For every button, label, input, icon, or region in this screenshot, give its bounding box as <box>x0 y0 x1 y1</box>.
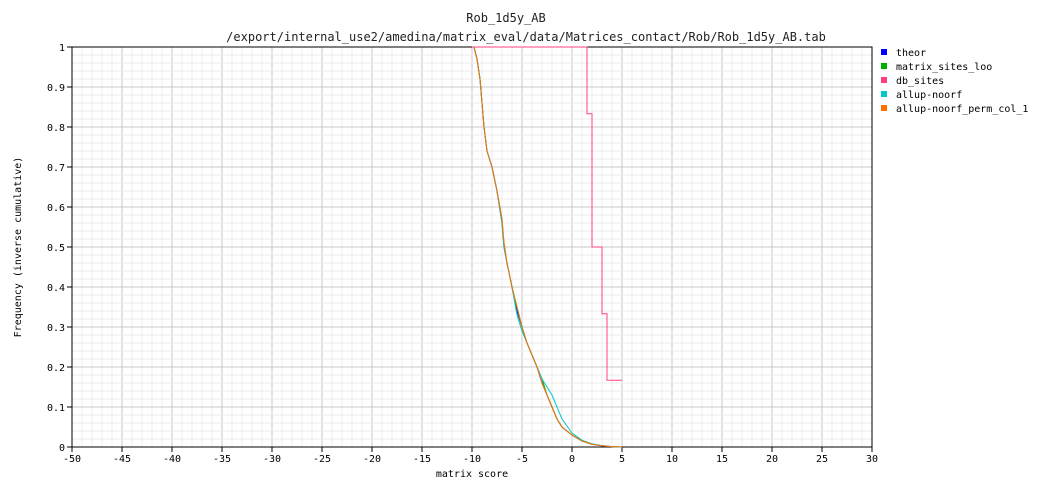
x-tick-label: 0 <box>569 454 575 465</box>
series-line-db_sites <box>472 46 622 381</box>
x-tick-label: -40 <box>163 454 181 465</box>
x-tick-label: -30 <box>263 454 281 465</box>
series-line-allup-noorf_perm_col_1 <box>473 46 623 448</box>
y-tick-label: 0.4 <box>47 283 65 294</box>
y-axis: 0 0.1 0.2 0.3 0.4 0.5 0.6 0.7 0.8 0.9 1 <box>47 43 72 454</box>
legend: theor matrix_sites_loo db_sites allup-noorf… <box>881 48 1028 115</box>
x-axis: -50 -45 -40 -35 -30 -25 -20 -15 -10 -5 0 5 10 15 20 25 3… <box>63 447 878 465</box>
x-tick-label: -20 <box>363 454 381 465</box>
chart-subtitle: /export/internal_use2/amedina/matrix_eva… <box>226 30 826 44</box>
y-tick-label: 0.3 <box>47 323 65 334</box>
y-axis-label: Frequency (inverse cumulative) <box>13 157 24 338</box>
y-tick-label: 0.7 <box>47 163 65 174</box>
legend-entry: matrix_sites_loo <box>896 62 992 73</box>
legend-marker <box>881 63 887 69</box>
legend-entry: db_sites <box>896 76 944 87</box>
y-tick-label: 0.9 <box>47 83 65 94</box>
legend-marker <box>881 91 887 97</box>
legend-entry: allup-noorf_perm_col_1 <box>896 104 1028 115</box>
y-tick-label: 0.6 <box>47 203 65 214</box>
series-lines <box>472 46 623 448</box>
x-tick-label: -5 <box>516 454 528 465</box>
x-tick-label: -15 <box>413 454 431 465</box>
x-tick-label: -45 <box>113 454 131 465</box>
y-tick-label: 0.2 <box>47 363 65 374</box>
legend-marker <box>881 105 887 111</box>
legend-entry: theor <box>896 48 926 59</box>
chart-title: Rob_1d5y_AB <box>466 11 545 25</box>
x-tick-label: 10 <box>666 454 678 465</box>
x-tick-label: 15 <box>716 454 728 465</box>
x-tick-label: 20 <box>766 454 778 465</box>
x-tick-label: 5 <box>619 454 625 465</box>
x-tick-label: -50 <box>63 454 81 465</box>
legend-marker <box>881 77 887 83</box>
x-tick-label: -35 <box>213 454 231 465</box>
x-tick-label: 30 <box>866 454 878 465</box>
grid <box>71 46 873 448</box>
y-tick-label: 0.5 <box>47 243 65 254</box>
y-tick-label: 0.1 <box>47 403 65 414</box>
x-tick-label: -25 <box>313 454 331 465</box>
y-tick-label: 1 <box>59 43 65 54</box>
y-tick-label: 0.8 <box>47 123 65 134</box>
x-tick-label: 25 <box>816 454 828 465</box>
legend-marker <box>881 49 887 55</box>
x-tick-label: -10 <box>463 454 481 465</box>
x-axis-label: matrix score <box>436 469 508 480</box>
legend-entry: allup-noorf <box>896 90 962 101</box>
y-tick-label: 0 <box>59 443 65 454</box>
